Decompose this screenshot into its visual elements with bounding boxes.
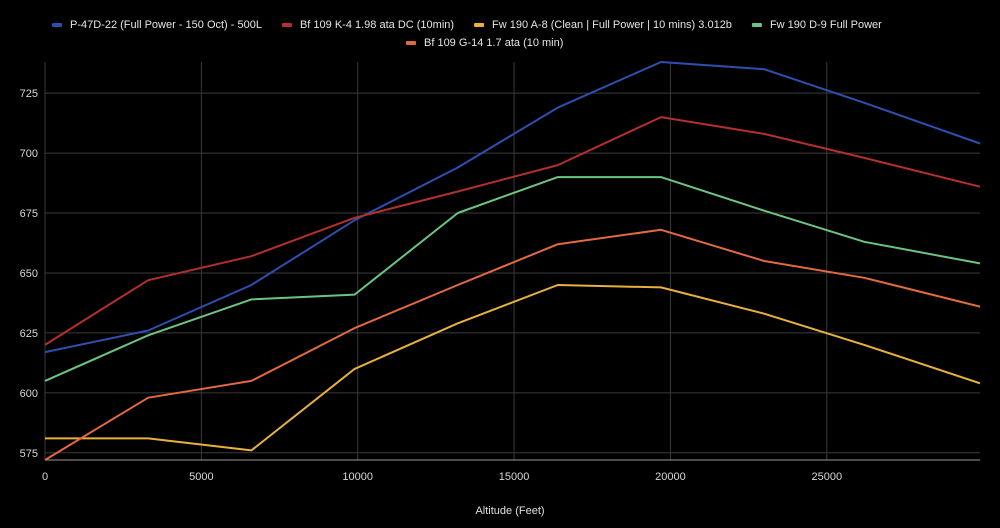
x-tick-label: 15000 (499, 471, 530, 483)
legend-label-4: Fw 190 D-9 Full Power (770, 19, 882, 31)
y-tick-label: 675 (20, 208, 38, 220)
y-tick-label: 725 (20, 88, 38, 100)
x-axis-ticks: 0 5000 10000 15000 20000 25000 (42, 471, 842, 483)
series-line-4 (44, 176, 981, 382)
series-line-5 (44, 228, 981, 461)
legend-label-1: P-47D-22 (Full Power - 150 Oct) - 500L (70, 19, 262, 31)
legend-swatch-5 (406, 41, 416, 45)
y-tick-label: 600 (20, 388, 38, 400)
y-tick-label: 575 (20, 448, 38, 460)
legend-swatch-1 (52, 23, 62, 27)
series-line-2 (44, 116, 981, 346)
y-tick-label: 625 (20, 328, 38, 340)
legend-swatch-3 (474, 23, 485, 27)
y-tick-label: 650 (20, 268, 38, 280)
x-tick-label: 0 (42, 471, 48, 483)
legend: P-47D-22 (Full Power - 150 Oct) - 500L Bf… (52, 19, 882, 49)
x-tick-label: 20000 (655, 471, 686, 483)
series-line-1 (44, 61, 981, 354)
x-tick-label: 25000 (811, 471, 842, 483)
legend-label-3: Fw 190 A-8 (Clean | Full Power | 10 mins… (492, 19, 732, 31)
legend-label-2: Bf 109 K-4 1.98 ata DC (10min) (300, 19, 454, 31)
y-tick-label: 700 (20, 148, 38, 160)
legend-label-5: Bf 109 G-14 1.7 ata (10 min) (424, 37, 563, 49)
legend-swatch-4 (751, 23, 762, 27)
gridlines (44, 62, 980, 461)
x-tick-label: 10000 (342, 471, 373, 483)
x-axis-label: Altitude (Feet) (475, 505, 544, 517)
y-axis-ticks: 575 600 625 650 675 700 725 (20, 88, 38, 460)
series-lines (44, 61, 981, 461)
legend-swatch-2 (281, 23, 292, 27)
x-tick-label: 5000 (189, 471, 213, 483)
series-line-3 (45, 284, 981, 452)
